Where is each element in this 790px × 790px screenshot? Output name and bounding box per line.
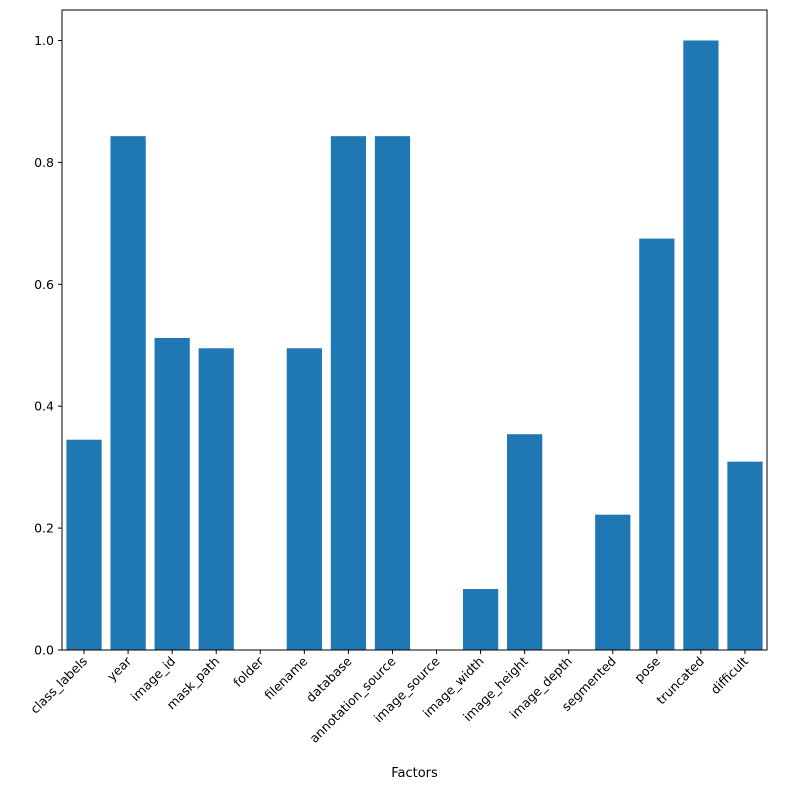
y-tick-label: 0.2 (34, 521, 54, 536)
x-tick-label: year (104, 653, 135, 684)
bar-database (330, 136, 367, 650)
x-tick-label: pose (631, 653, 663, 685)
x-tick-label: truncated (653, 654, 707, 708)
bar-mask_path (198, 348, 234, 650)
bar-image_height (507, 434, 543, 650)
x-tick-label: folder (230, 653, 267, 690)
bar-filename (286, 348, 322, 650)
bar-annotation_source (374, 136, 411, 650)
bars-group (66, 40, 763, 651)
axes-frame (61, 9, 768, 651)
bar-image_id (154, 337, 190, 650)
bar-segmented (595, 514, 631, 650)
y-tick-label: 0.6 (34, 277, 54, 292)
y-tick-label: 0.4 (34, 399, 54, 414)
bar-year (110, 136, 146, 650)
x-tick-label: class_labels (27, 654, 90, 717)
bar-image_width (462, 589, 499, 650)
x-tick-label: difficult (707, 653, 751, 697)
x-axis-label: Factors (391, 766, 438, 781)
bar-class_labels (66, 439, 102, 650)
y-tick-label: 1.0 (34, 33, 54, 48)
y-tick-label: 0.0 (34, 643, 54, 658)
bar-difficult (727, 461, 763, 650)
bar-pose (639, 238, 675, 651)
y-tick-label: 0.8 (34, 155, 54, 170)
bar-truncated (683, 40, 719, 650)
y-ticks-group: 0.0 0.2 0.4 0.6 0.8 1.0 (34, 33, 62, 658)
